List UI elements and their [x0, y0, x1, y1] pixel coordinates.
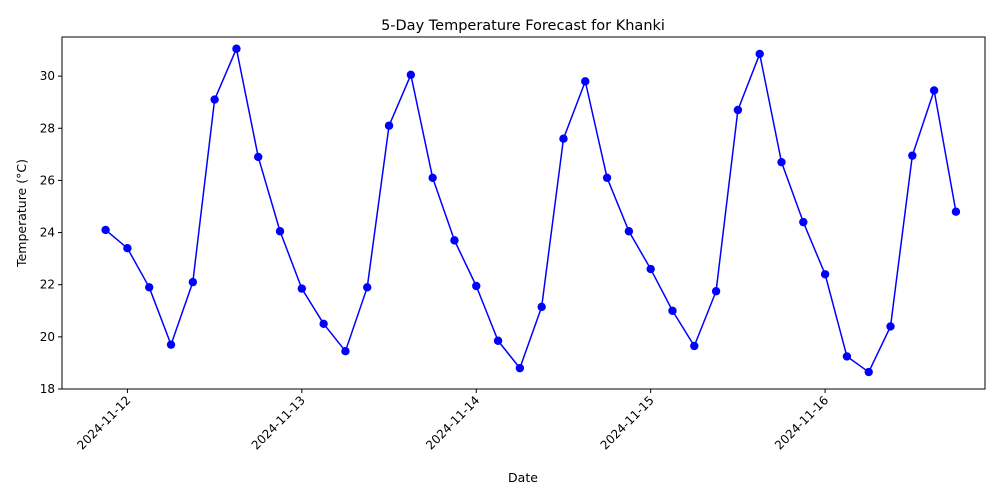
data-point	[581, 77, 590, 86]
data-point	[886, 322, 895, 331]
series-line	[105, 47, 957, 373]
data-point	[123, 244, 132, 253]
data-point	[450, 236, 459, 245]
data-point	[624, 227, 634, 236]
data-point	[166, 340, 176, 349]
data-point	[733, 105, 743, 115]
chart-title: 5-Day Temperature Forecast for Khanki	[381, 18, 665, 34]
y-tick-label: 26	[40, 173, 55, 187]
data-point	[777, 157, 786, 167]
data-point	[363, 283, 372, 292]
data-point	[690, 341, 699, 351]
data-point	[646, 264, 655, 274]
y-tick-label: 20	[40, 330, 55, 344]
data-point	[755, 49, 764, 59]
y-axis-label: Temperature (°C)	[14, 159, 29, 268]
data-point	[145, 283, 154, 292]
data-point	[515, 363, 525, 373]
data-point	[908, 151, 917, 160]
data-point	[319, 319, 328, 329]
data-point	[254, 152, 263, 162]
data-point	[428, 173, 437, 182]
data-point	[559, 134, 568, 143]
data-point	[297, 284, 307, 293]
y-tick-label: 22	[40, 278, 55, 292]
data-point	[406, 70, 416, 80]
data-point	[275, 227, 285, 236]
data-point	[101, 225, 110, 235]
data-point	[668, 306, 677, 315]
data-point	[537, 302, 546, 312]
data-point	[711, 287, 721, 296]
data-point	[929, 86, 939, 95]
y-tick-label: 24	[40, 226, 55, 240]
data-point	[493, 336, 503, 345]
data-point	[951, 207, 961, 216]
data-point	[384, 121, 394, 130]
y-tick-label: 28	[40, 121, 55, 135]
y-tick-label: 30	[40, 69, 55, 83]
y-tick-label: 18	[40, 382, 55, 396]
data-point	[864, 367, 873, 377]
data-point	[842, 352, 852, 361]
data-point	[472, 281, 481, 291]
data-point	[799, 217, 808, 227]
plot-frame	[61, 36, 986, 390]
data-point	[232, 44, 241, 53]
data-point	[210, 95, 219, 104]
data-point	[341, 346, 350, 356]
data-point	[602, 173, 612, 182]
plot-area	[101, 44, 961, 377]
x-axis-label: Date	[508, 470, 538, 485]
data-point	[188, 277, 198, 287]
data-point	[820, 270, 830, 279]
